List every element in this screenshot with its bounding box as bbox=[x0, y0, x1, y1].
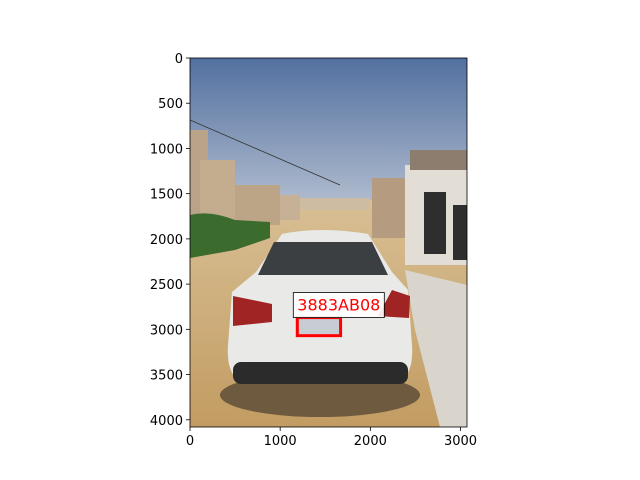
x-tick-label: 3000 bbox=[444, 434, 477, 449]
y-tick-label: 500 bbox=[158, 97, 183, 112]
y-tick-label: 0 bbox=[175, 52, 183, 67]
x-tick-label: 1000 bbox=[264, 434, 297, 449]
label-box bbox=[292, 292, 385, 318]
axes-frame bbox=[189, 57, 468, 428]
photo bbox=[190, 58, 467, 427]
plate-label: 3883AB08 bbox=[297, 296, 380, 315]
y-tick-label: 2000 bbox=[150, 233, 183, 248]
y-tick-label: 1000 bbox=[150, 142, 183, 157]
y-tick-label: 3500 bbox=[150, 369, 183, 384]
x-tick-label: 2000 bbox=[354, 434, 387, 449]
x-tick-label: 0 bbox=[186, 434, 194, 449]
y-tick-label: 4000 bbox=[150, 414, 183, 429]
y-tick-label: 3000 bbox=[150, 323, 183, 338]
y-tick-label: 2500 bbox=[150, 278, 183, 293]
y-tick-label: 1500 bbox=[150, 188, 183, 203]
